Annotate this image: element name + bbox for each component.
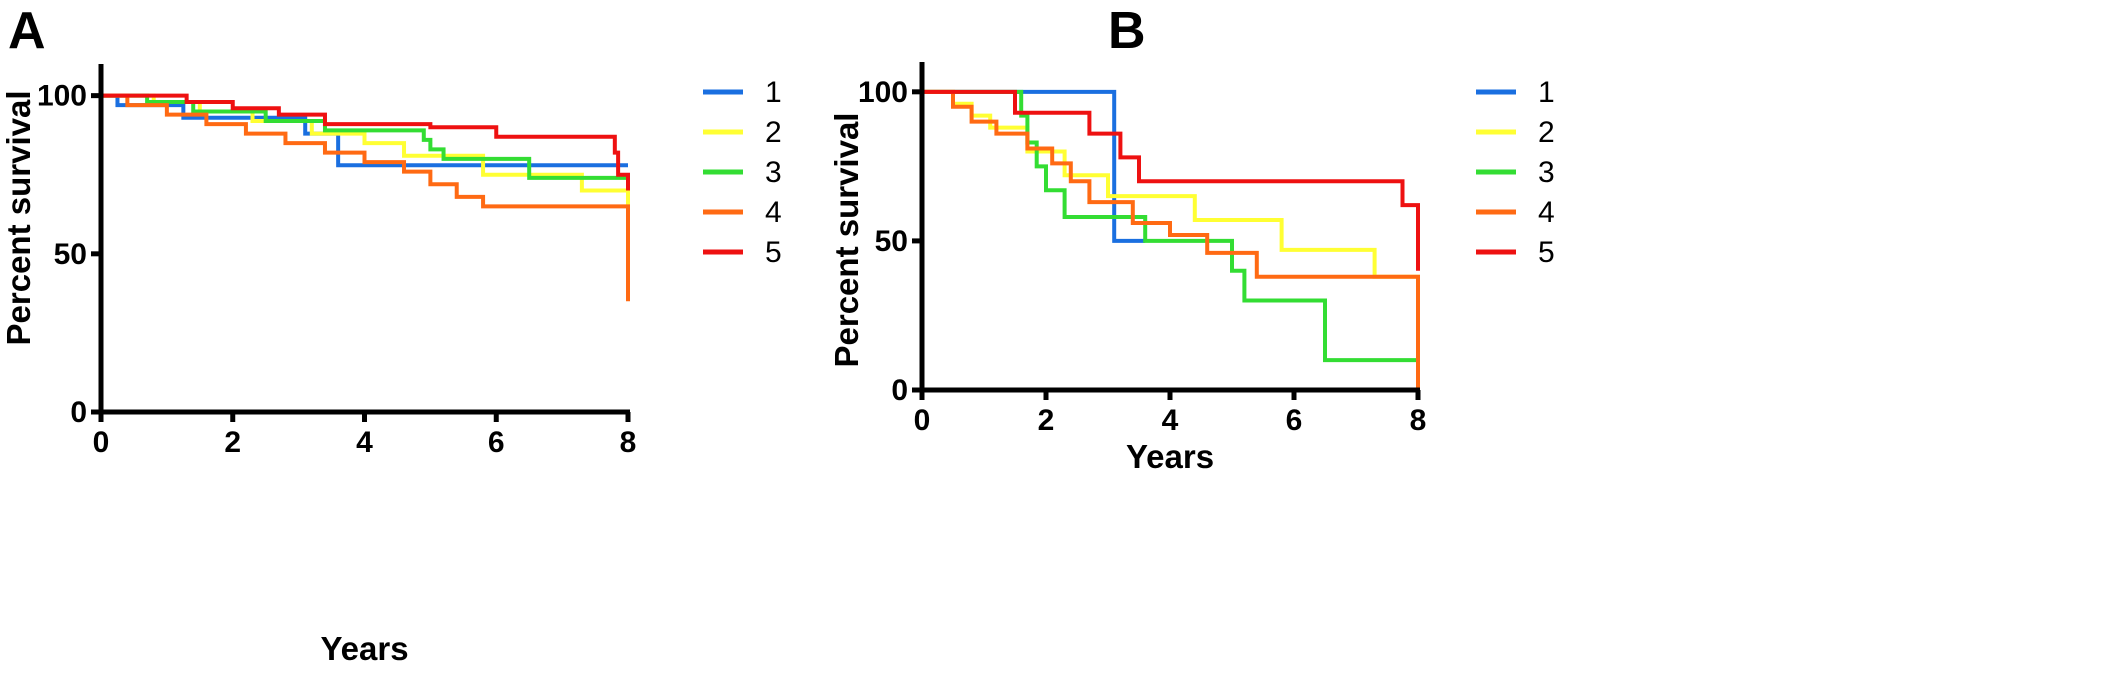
legend-label-5: 5 <box>765 236 782 269</box>
series-line-4 <box>101 93 630 302</box>
y-axis-title: Percent survival <box>0 91 37 346</box>
legend-label-3: 3 <box>1538 156 1555 189</box>
panel-label-a: A <box>8 2 46 60</box>
x-tick-label-4: 4 <box>1162 404 1179 437</box>
chart-b: 0 2 4 6 8 0 50 100 Years Percent survival 1 2 3 4 5 <box>828 62 1555 475</box>
x-tick-label-2: 2 <box>224 426 241 459</box>
series-line-2 <box>101 93 630 270</box>
legend-label-4: 4 <box>1538 196 1555 229</box>
legend-label-2: 2 <box>765 116 782 149</box>
y-tick-label-0: 0 <box>891 374 908 407</box>
x-tick-label-6: 6 <box>1286 404 1303 437</box>
y-tick-label-50: 50 <box>875 225 908 258</box>
y-axis-title: Percent survival <box>828 113 865 368</box>
series-line-3 <box>922 89 1418 363</box>
series-line-1 <box>101 93 628 168</box>
x-tick-label-6: 6 <box>488 426 505 459</box>
x-axis-title: Years <box>1126 438 1214 475</box>
x-tick-label-4: 4 <box>356 426 373 459</box>
chart-a: 0 2 4 6 8 0 50 100 Years Percent survival 1 2 3 4 5 <box>0 64 782 667</box>
y-tick-label-50: 50 <box>54 238 87 271</box>
x-axis-title: Years <box>320 630 408 667</box>
x-tick-label-8: 8 <box>620 426 637 459</box>
legend-label-2: 2 <box>1538 116 1555 149</box>
series-line-5 <box>922 89 1420 271</box>
series-line-4 <box>922 89 1420 390</box>
legend-label-5: 5 <box>1538 236 1555 269</box>
y-tick-label-100: 100 <box>37 80 87 113</box>
x-tick-label-0: 0 <box>914 404 931 437</box>
x-tick-label-2: 2 <box>1038 404 1055 437</box>
x-tick-label-0: 0 <box>93 426 110 459</box>
panel-label-b: B <box>1108 2 1146 60</box>
legend-label-4: 4 <box>765 196 782 229</box>
y-tick-label-0: 0 <box>70 396 87 429</box>
legend-label-1: 1 <box>765 76 782 109</box>
x-tick-label-8: 8 <box>1410 404 1427 437</box>
legend-label-3: 3 <box>765 156 782 189</box>
series-line-5 <box>101 93 630 191</box>
legend-label-1: 1 <box>1538 76 1555 109</box>
y-tick-label-100: 100 <box>858 76 908 109</box>
